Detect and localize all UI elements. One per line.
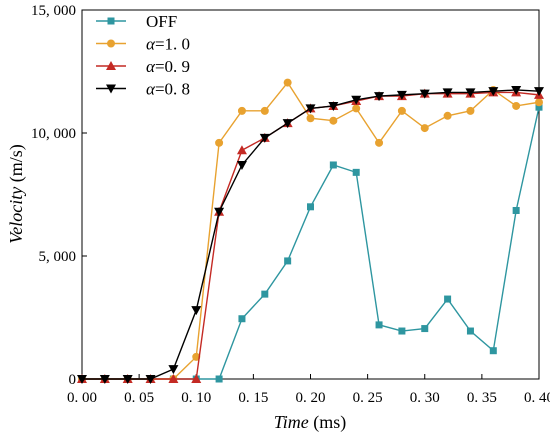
x-tick-label: 0. 30 xyxy=(410,390,440,406)
x-tick-label: 0. 10 xyxy=(181,390,211,406)
x-axis-title: Time (ms) xyxy=(274,412,347,433)
data-point xyxy=(237,145,247,154)
x-tick-label: 0. 00 xyxy=(67,390,97,406)
data-point xyxy=(261,291,268,298)
data-point xyxy=(215,139,223,147)
data-point xyxy=(512,102,520,110)
series-layer xyxy=(77,79,544,384)
data-point xyxy=(353,169,360,176)
data-point xyxy=(216,376,223,383)
data-point xyxy=(329,117,337,125)
legend: OFF α=1. 0 α=0. 9 α=0. 8 xyxy=(96,12,190,99)
data-point xyxy=(421,124,429,132)
data-point xyxy=(398,328,405,335)
data-point xyxy=(398,107,406,115)
data-point xyxy=(513,207,520,214)
legend-label: α=1. 0 xyxy=(146,35,190,54)
x-tick-label: 0. 25 xyxy=(353,390,383,406)
y-tick-label: 15, 000 xyxy=(31,3,76,19)
series-line xyxy=(82,90,539,379)
data-point xyxy=(375,139,383,147)
y-tick-label: 5, 000 xyxy=(39,249,77,265)
data-point xyxy=(535,98,543,106)
data-point xyxy=(490,347,497,354)
data-point xyxy=(444,112,452,120)
legend-marker xyxy=(107,40,115,48)
legend-item-circle: α=1. 0 xyxy=(96,35,190,54)
data-point xyxy=(376,321,383,328)
data-point xyxy=(421,325,428,332)
legend-label: α=0. 9 xyxy=(146,57,190,76)
x-tick-label: 0. 40 xyxy=(524,390,550,406)
series-line xyxy=(82,92,539,379)
axis-ticks: 0. 00 0. 05 0. 10 0. 15 0. 20 0. 25 0. 30 0. 35… xyxy=(31,3,550,406)
series-line xyxy=(82,107,539,379)
y-axis-title: Velocity (m/s) xyxy=(6,144,27,243)
legend-label: α=0. 8 xyxy=(146,80,190,99)
data-point xyxy=(238,107,246,115)
y-tick-label: 0 xyxy=(69,372,77,388)
data-point xyxy=(444,296,451,303)
series-triangle-up xyxy=(77,87,544,383)
data-point xyxy=(237,161,247,170)
data-point xyxy=(330,161,337,168)
data-point xyxy=(467,328,474,335)
legend-item-square: OFF xyxy=(96,12,177,31)
legend-label: OFF xyxy=(146,12,177,31)
series-square xyxy=(79,104,543,383)
x-tick-label: 0. 20 xyxy=(296,390,326,406)
data-point xyxy=(352,104,360,112)
x-tick-label: 0. 15 xyxy=(238,390,268,406)
x-tick-label: 0. 05 xyxy=(124,390,154,406)
series-circle xyxy=(78,79,543,383)
legend-item-triangle-up: α=0. 9 xyxy=(96,57,190,76)
legend-item-triangle-down: α=0. 8 xyxy=(96,80,190,99)
data-point xyxy=(307,203,314,210)
data-point xyxy=(168,365,178,374)
data-point xyxy=(466,107,474,115)
data-point xyxy=(261,107,269,115)
x-tick-label: 0. 35 xyxy=(467,390,497,406)
data-point xyxy=(191,306,201,315)
data-point xyxy=(307,114,315,122)
data-point xyxy=(238,315,245,322)
series-triangle-down xyxy=(77,86,544,384)
legend-marker xyxy=(108,18,115,25)
y-tick-label: 10, 000 xyxy=(31,126,76,142)
data-point xyxy=(284,79,292,87)
series-line xyxy=(82,83,539,379)
data-point xyxy=(284,257,291,264)
